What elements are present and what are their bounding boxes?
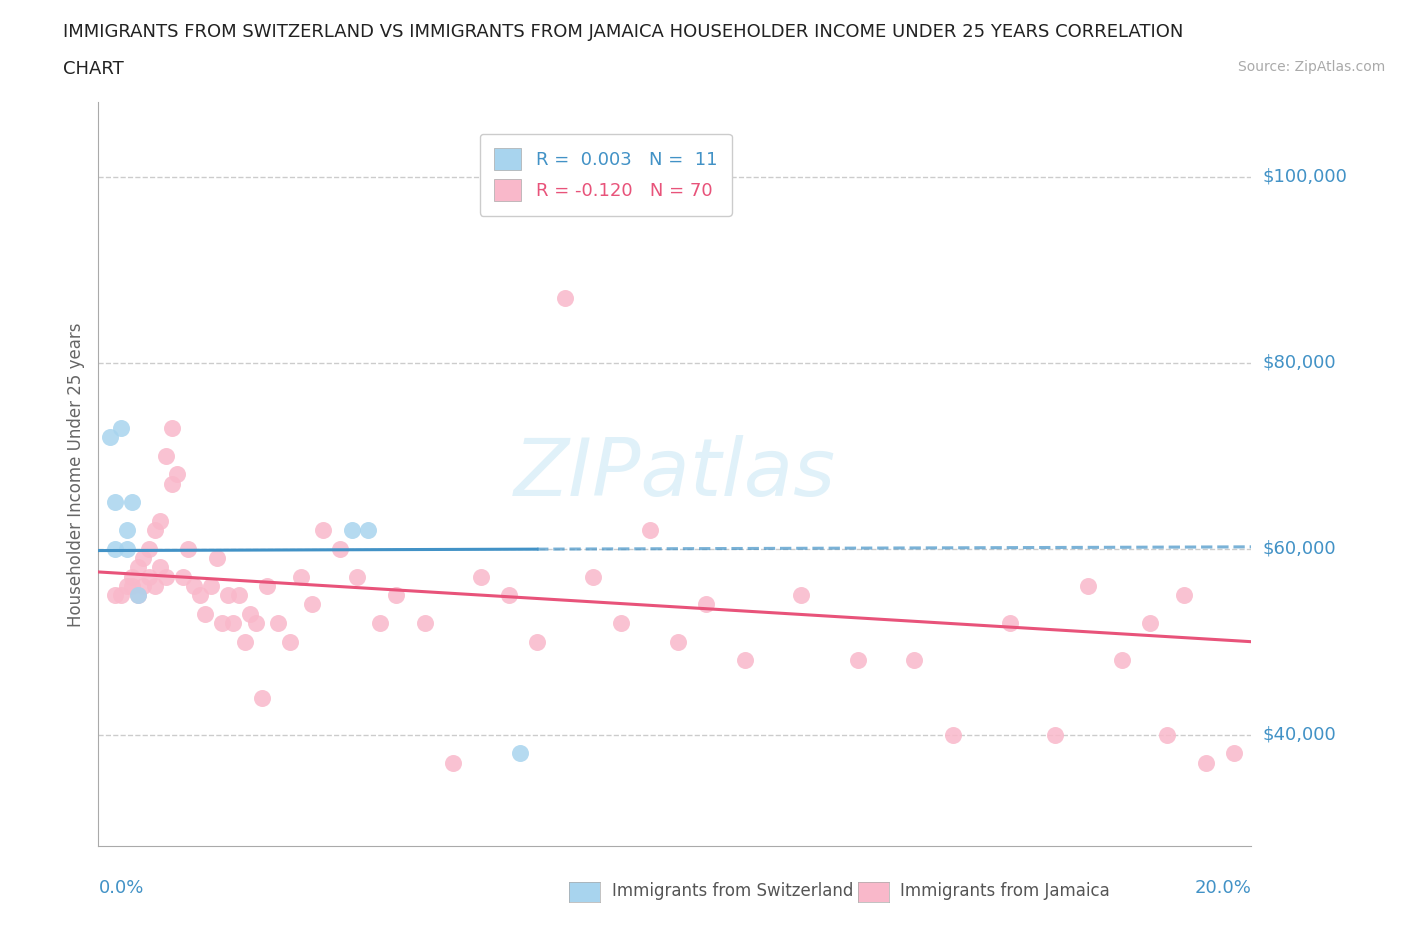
Point [200, 578, 222, 593]
Point [177, 541, 200, 556]
Point [138, 541, 160, 556]
Point [104, 495, 127, 510]
Point [1077, 578, 1099, 593]
Point [127, 588, 149, 603]
Point [194, 606, 217, 621]
Text: IMMIGRANTS FROM SWITZERLAND VS IMMIGRANTS FROM JAMAICA HOUSEHOLDER INCOME UNDER : IMMIGRANTS FROM SWITZERLAND VS IMMIGRANT… [63, 23, 1184, 41]
Point [132, 578, 155, 593]
Point [172, 569, 194, 584]
Text: 20.0%: 20.0% [1195, 879, 1251, 897]
Point [846, 653, 869, 668]
Point [267, 616, 290, 631]
Y-axis label: Householder Income Under 25 years: Householder Income Under 25 years [66, 322, 84, 627]
Point [290, 569, 312, 584]
Point [98, 430, 121, 445]
Point [301, 597, 323, 612]
Point [256, 578, 278, 593]
Point [115, 578, 138, 593]
Point [470, 569, 492, 584]
Point [734, 653, 756, 668]
Point [121, 495, 143, 510]
Point [498, 588, 520, 603]
Point [211, 616, 233, 631]
Point [149, 513, 172, 528]
Point [115, 541, 138, 556]
Point [368, 616, 391, 631]
Point [329, 541, 352, 556]
Point [1173, 588, 1195, 603]
Point [346, 569, 368, 584]
Point [110, 420, 132, 435]
Point [1111, 653, 1133, 668]
Point [250, 690, 273, 705]
Point [239, 606, 262, 621]
Point [121, 578, 143, 593]
Point [228, 588, 250, 603]
Text: $100,000: $100,000 [1263, 167, 1347, 186]
Point [110, 588, 132, 603]
Text: ZIPatlas: ZIPatlas [513, 435, 837, 513]
Point [233, 634, 256, 649]
Point [205, 551, 228, 565]
Point [155, 569, 177, 584]
Point [638, 523, 661, 538]
Text: $40,000: $40,000 [1263, 725, 1336, 744]
Point [143, 523, 166, 538]
Point [695, 597, 717, 612]
Point [127, 588, 149, 603]
Point [160, 476, 183, 491]
Point [160, 420, 183, 435]
Point [183, 578, 205, 593]
Point [121, 569, 143, 584]
Legend: R =  0.003   N =  11, R = -0.120   N = 70: R = 0.003 N = 11, R = -0.120 N = 70 [479, 134, 731, 216]
Point [385, 588, 408, 603]
Point [998, 616, 1021, 631]
Text: $60,000: $60,000 [1263, 539, 1336, 558]
Point [132, 551, 155, 565]
Point [610, 616, 633, 631]
Point [509, 746, 531, 761]
Point [312, 523, 335, 538]
Text: Source: ZipAtlas.com: Source: ZipAtlas.com [1237, 60, 1385, 74]
Point [942, 727, 965, 742]
Point [582, 569, 605, 584]
Point [1195, 755, 1218, 770]
Point [413, 616, 436, 631]
Point [138, 569, 160, 584]
Point [222, 616, 245, 631]
Point [155, 448, 177, 463]
Point [1223, 746, 1246, 761]
Point [526, 634, 548, 649]
Point [903, 653, 925, 668]
Text: 0.0%: 0.0% [98, 879, 143, 897]
Point [115, 523, 138, 538]
Point [104, 541, 127, 556]
Point [217, 588, 239, 603]
Point [666, 634, 689, 649]
Point [1043, 727, 1066, 742]
Point [188, 588, 211, 603]
Point [245, 616, 267, 631]
Point [278, 634, 301, 649]
Point [127, 560, 149, 575]
Point [357, 523, 380, 538]
Point [554, 290, 576, 305]
Text: Immigrants from Switzerland: Immigrants from Switzerland [612, 882, 853, 900]
Point [441, 755, 464, 770]
Point [790, 588, 813, 603]
Text: CHART: CHART [63, 60, 124, 78]
Point [143, 578, 166, 593]
Point [149, 560, 172, 575]
Point [1156, 727, 1178, 742]
Point [104, 588, 127, 603]
Text: Immigrants from Jamaica: Immigrants from Jamaica [900, 882, 1109, 900]
Text: $80,000: $80,000 [1263, 353, 1336, 372]
Point [166, 467, 188, 482]
Point [1139, 616, 1161, 631]
Point [340, 523, 363, 538]
